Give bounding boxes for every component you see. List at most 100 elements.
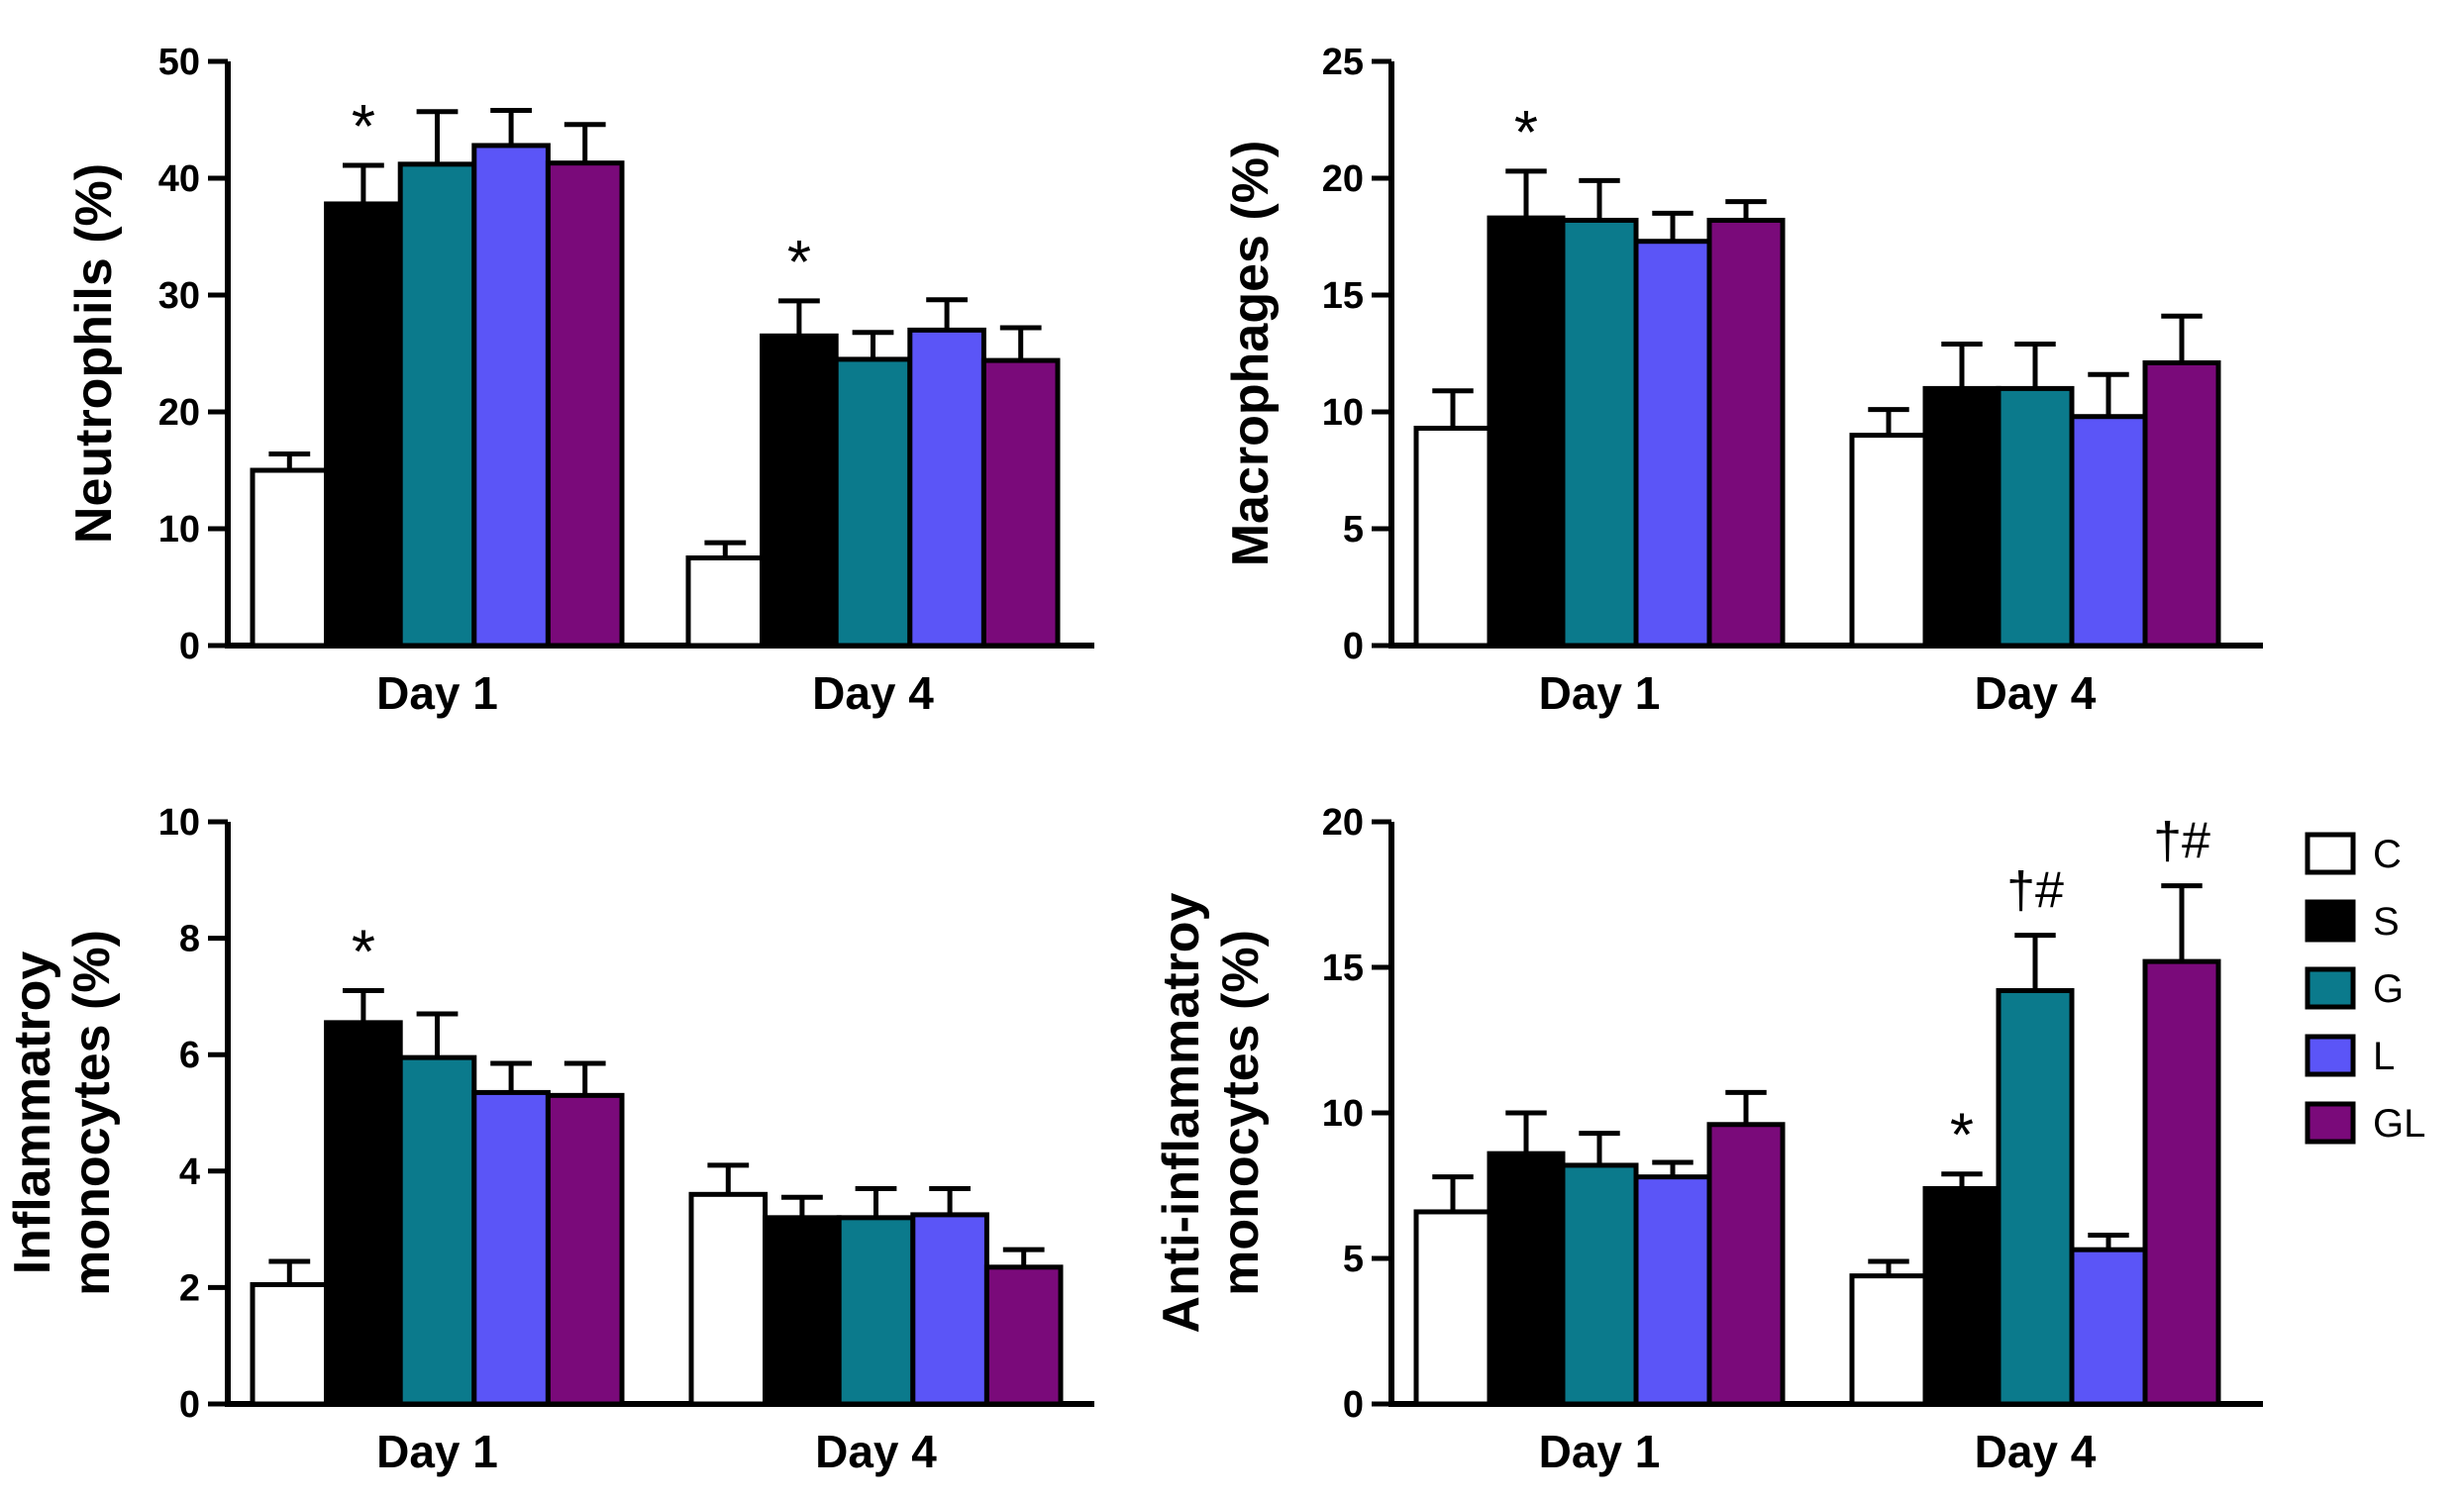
bar-gl-day1 [1706,1122,1786,1407]
bar-g-day1 [397,161,477,649]
chart-panel-1: 0 10 20 30 40 50 Neutrophils (%) Day 1 Day 4 * * [65,42,1094,719]
y-tick-label: 5 [1343,1239,1364,1280]
y-tick-label: 10 [1322,1093,1364,1135]
y-tick-label: 5 [1343,509,1364,550]
significance-annotation: †# [2006,862,2064,920]
x-category-label: Day 1 [376,667,498,719]
legend-swatch [2305,899,2356,943]
chart-panel-3: 0 2 4 6 8 10 Inflammatroy monocytes (%) Day 1 Day… [4,802,1094,1477]
bar-c-day4 [1849,1273,1928,1407]
x-category-label: Day 1 [1539,1426,1661,1477]
significance-annotation: * [352,93,375,161]
bar-gl-day4 [2142,359,2221,649]
bar-c-day4 [1849,433,1928,649]
significance-annotation: * [1514,99,1538,167]
x-category-label: Day 1 [1539,667,1661,719]
bar-l-day1 [1633,239,1712,649]
y-axis-title: Anti-inflammatroy [1153,892,1210,1333]
x-category-label: Day 4 [812,667,934,719]
bar-g-day4 [1996,988,2075,1407]
legend-swatch [2305,1034,2356,1077]
bar-l-day4 [2069,414,2148,649]
bar-g-day1 [1560,1162,1639,1407]
bar-s-day1 [1487,215,1566,649]
y-tick-label: 6 [179,1035,200,1076]
significance-annotation: * [787,229,811,297]
legend-item-g: G [2305,966,2404,1011]
y-tick-label: 0 [1343,626,1364,667]
y-tick-label: 2 [179,1267,200,1309]
bar-s-day1 [1487,1151,1566,1407]
y-axis-title: monocytes (%) [1212,930,1270,1296]
y-axis-title: monocytes (%) [63,930,121,1296]
legend-item-c: C [2305,832,2402,876]
legend-item-gl: GL [2305,1101,2425,1146]
y-tick-label: 10 [158,509,200,550]
legend-label: C [2373,833,2402,876]
y-tick-label: 0 [179,1384,200,1426]
y-tick-label: 40 [158,158,200,200]
y-tick-label: 15 [1322,275,1364,317]
chart-panel-2: 0 5 10 15 20 25 Macrophages (%) Day 1 Day 4 * [1222,42,2263,719]
significance-annotation: †# [2153,813,2210,870]
y-tick-label: 30 [158,275,200,317]
y-tick-label: 8 [179,919,200,960]
bar-s-day4 [1922,1185,2002,1407]
legend-swatch [2305,832,2356,875]
legend-label: GL [2373,1102,2425,1146]
bar-g-day4 [833,356,913,649]
bar-c-day1 [1413,426,1492,649]
significance-annotation: * [352,919,375,987]
legend-label: L [2373,1035,2395,1078]
y-axis-title: Macrophages (%) [1222,141,1280,567]
bar-c-day1 [250,1281,330,1407]
x-category-label: Day 1 [376,1426,498,1477]
y-tick-label: 10 [1322,392,1364,434]
legend-swatch [2305,966,2356,1010]
bar-c-day1 [1413,1209,1492,1407]
bar-s-day4 [760,333,839,649]
bar-l-day4 [907,327,986,649]
legend-swatch [2305,1101,2356,1145]
legend-label: S [2373,900,2400,944]
bar-s-day1 [324,201,403,649]
bar-s-day1 [324,1020,403,1407]
bar-gl-day1 [545,160,625,649]
y-tick-label: 20 [1322,802,1364,844]
bar-gl-day4 [983,1264,1064,1407]
y-tick-label: 0 [179,626,200,667]
significance-annotation: * [1950,1102,1974,1170]
y-tick-label: 0 [1343,1384,1364,1426]
bar-l-day4 [2069,1247,2148,1407]
y-tick-label: 4 [179,1151,200,1193]
bar-g-day4 [836,1215,916,1407]
bar-gl-day4 [980,357,1061,649]
legend-label: G [2373,967,2404,1011]
bar-c-day4 [688,1191,769,1407]
legend-item-s: S [2305,899,2400,944]
bar-s-day4 [1922,385,2002,649]
bar-c-day1 [250,467,330,649]
x-category-label: Day 4 [1975,667,2097,719]
bar-c-day4 [685,555,766,649]
bar-s-day4 [763,1215,842,1407]
y-axis-title: Neutrophils (%) [65,163,123,544]
bar-gl-day1 [1706,217,1786,649]
y-axis-title: Inflammatroy [4,951,61,1275]
bar-gl-day1 [545,1092,625,1407]
bar-gl-day4 [2142,958,2221,1407]
bar-l-day1 [471,1089,551,1407]
y-tick-label: 10 [158,802,200,844]
bar-l-day1 [471,143,551,649]
bar-l-day1 [1633,1174,1712,1407]
bar-l-day4 [910,1212,989,1407]
bar-g-day4 [1996,385,2075,649]
y-tick-label: 25 [1322,42,1364,83]
y-tick-label: 50 [158,42,200,83]
x-category-label: Day 4 [815,1426,937,1477]
bar-g-day1 [1560,217,1639,649]
chart-panel-4: 0 5 10 15 20 Anti-inflammatroy monocytes (%) Da… [1153,802,2263,1477]
